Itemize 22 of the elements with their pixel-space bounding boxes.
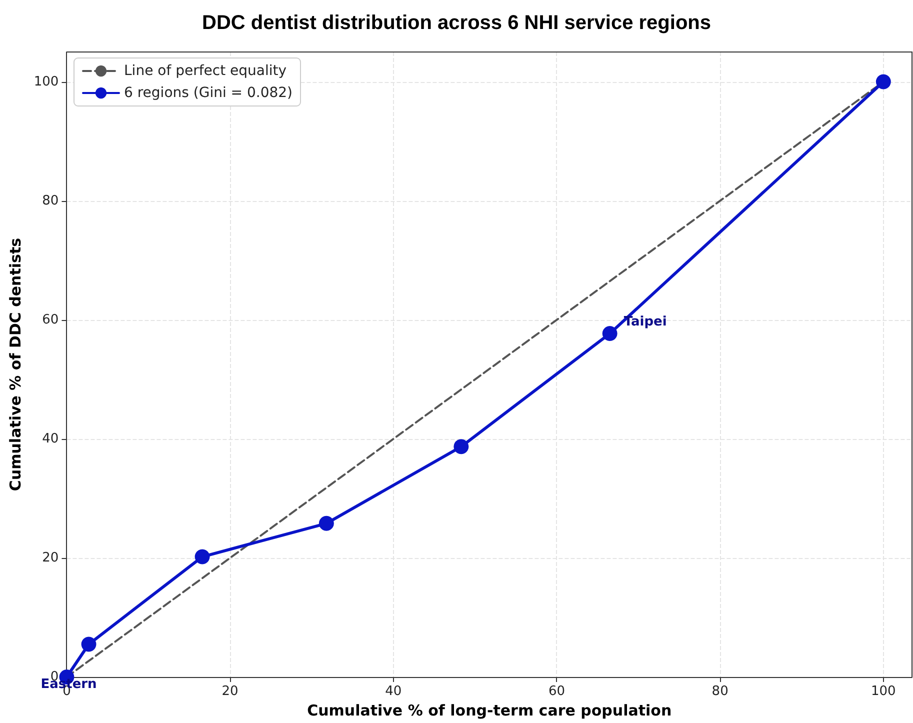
y-tick-label: 20	[42, 550, 59, 566]
x-axis-title: Cumulative % of long-term care population	[307, 702, 672, 720]
point	[602, 326, 618, 342]
x-tick-label: 40	[385, 684, 402, 699]
point	[318, 516, 334, 531]
point	[876, 74, 891, 90]
y-tick-label: 40	[42, 431, 59, 446]
y-tick-label: 80	[42, 193, 59, 208]
x-tick-label: 80	[712, 684, 728, 699]
legend-label: Line of perfect equality	[124, 63, 287, 79]
point	[194, 549, 210, 564]
y-axis-title: Cumulative % of DDC dentists	[6, 238, 24, 492]
y-tick-label: 60	[42, 312, 59, 328]
point	[454, 439, 469, 454]
annotation: Taipei	[624, 314, 667, 330]
chart-title: DDC dentist distribution across 6 NHI service regions	[202, 12, 712, 34]
point	[81, 636, 96, 652]
y-tick-label: 100	[34, 74, 59, 90]
x-tick-label: 20	[222, 684, 238, 699]
x-tick-label: 100	[871, 684, 896, 699]
legend-label: 6 regions (Gini = 0.082)	[124, 85, 293, 101]
x-tick-label: 60	[548, 684, 566, 699]
